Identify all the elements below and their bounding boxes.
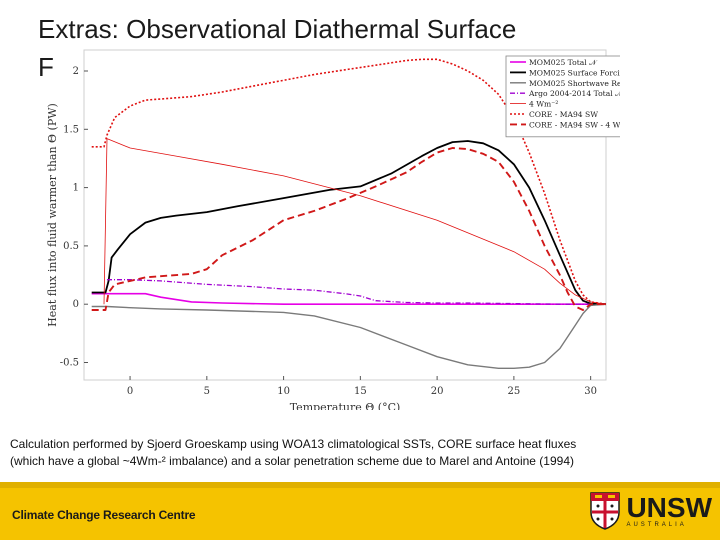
x-tick-label: 10 — [277, 386, 290, 397]
series-line-2 — [91, 140, 607, 306]
slide-title-line2: F — [38, 52, 54, 82]
legend-box — [505, 55, 620, 138]
y-tick-label: 0 — [73, 299, 79, 310]
unsw-wordmark: UNSW — [626, 492, 712, 523]
org-name: Climate Change Research Centre — [12, 508, 196, 522]
x-tick-label: 0 — [127, 386, 133, 397]
x-tick-label: 5 — [204, 386, 210, 397]
legend-entry-6: CORE - MA94 SW — [529, 110, 598, 119]
legend-entry-4: Argo 2004-2014 Total 𝒩obs — [528, 89, 620, 98]
heat-flux-chart: 0 5 10 15 20 25 30 -0.5 0 0.5 1 1.5 2 Temperature Θ (… — [46, 49, 620, 410]
series-line-6 — [91, 58, 607, 305]
footer-shade — [0, 482, 720, 488]
x-tick-label: 25 — [508, 386, 521, 397]
legend-entry-2: MOM025 Surface Forcing ℱ — [529, 68, 620, 77]
series-line-5 — [103, 138, 607, 305]
footer-bar: Climate Change Research Centre UNSW AUST… — [0, 482, 720, 540]
slide-title: Extras: Observational Diathermal Surface… — [38, 14, 517, 82]
caption: Calculation performed by Sjoerd Groeskam… — [10, 436, 710, 470]
y-tick-label: 1.5 — [63, 124, 79, 135]
slide-title-line1: Extras: Observational Diathermal Surface — [38, 14, 517, 44]
x-axis-label: Temperature Θ (°C) — [290, 401, 401, 410]
unsw-logo: UNSW AUSTRALIA — [590, 488, 712, 534]
legend-entry-7: CORE - MA94 SW - 4 Wm⁻² — [529, 120, 620, 129]
series-line-3 — [91, 303, 607, 369]
legend-entry-1: MOM025 Total 𝒩 — [529, 58, 598, 67]
x-tick-label: 20 — [431, 386, 444, 397]
y-tick-label: -0.5 — [60, 358, 79, 369]
y-tick-label: 1 — [73, 183, 79, 194]
series-line-7 — [91, 147, 606, 311]
y-tick-label: 2 — [73, 66, 79, 77]
legend-entry-3: MOM025 Shortwave Redistribution — [529, 79, 620, 88]
crest-icon — [590, 492, 621, 530]
y-tick-label: 0.5 — [63, 241, 79, 252]
unsw-subtitle: AUSTRALIA — [626, 522, 687, 528]
y-axis-label: Heat flux into fluid warmer than Θ (PW) — [46, 103, 59, 327]
caption-line1: Calculation performed by Sjoerd Groeskam… — [10, 437, 577, 451]
legend-entry-5: 4 Wm⁻² — [529, 100, 558, 109]
caption-line2: (which have a global ~4Wm-² imbalance) a… — [10, 454, 574, 468]
x-tick-label: 15 — [354, 386, 367, 397]
x-tick-label: 30 — [584, 386, 597, 397]
